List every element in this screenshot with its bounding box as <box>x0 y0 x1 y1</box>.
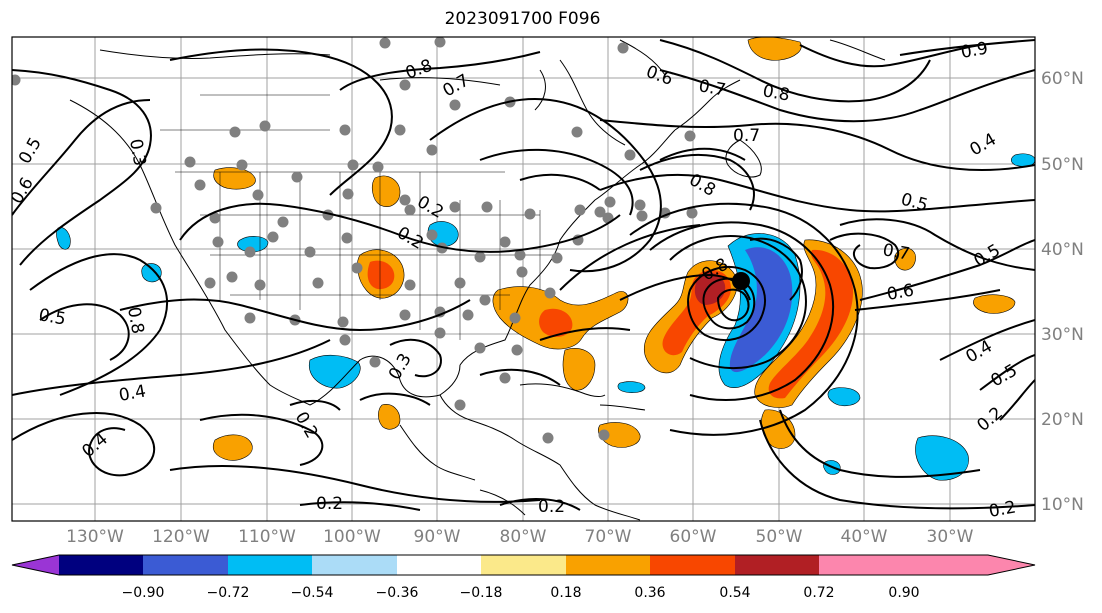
lon-label: 110°W <box>238 527 296 547</box>
colorbar-segment <box>650 555 735 575</box>
colorbar-segment <box>481 555 566 575</box>
storm-center-marker <box>732 272 750 290</box>
contour-label: 0.2 <box>987 498 1017 522</box>
colorbar-tick-label: −0.18 <box>460 585 503 601</box>
colorbar-segment <box>143 555 228 575</box>
colorbar-tick-label: 0.18 <box>550 585 581 601</box>
colorbar-segment <box>819 555 904 575</box>
contour-lines <box>12 39 1035 511</box>
contour-label: 0.7 <box>733 126 760 146</box>
storm-positive-east-core <box>768 249 854 399</box>
colorbar-segment <box>59 555 143 575</box>
map-frame <box>11 36 1036 522</box>
lon-label: 40°W <box>841 527 888 547</box>
storm-negative-core <box>729 247 793 373</box>
colorbar-tick-label: 0.54 <box>719 585 750 601</box>
contour-label: 0.5 <box>37 305 67 329</box>
contour-label: 0.3 <box>125 137 149 167</box>
lat-label: 50°N <box>1041 155 1084 175</box>
colorbar-tick-label: 0.36 <box>634 585 665 601</box>
colorbar-segment <box>904 555 1035 575</box>
contour-label: 0.7 <box>881 240 911 264</box>
contour-label: 0.9 <box>959 39 989 63</box>
colorbar-segment <box>12 555 59 575</box>
contour-label: 0.7 <box>697 76 727 100</box>
lat-label: 30°N <box>1041 325 1084 345</box>
contour-label: 0.8 <box>123 305 147 335</box>
colorbar-segment <box>566 555 650 575</box>
colorbar-tick-labels: −0.90 −0.72 −0.54 −0.36 −0.18 0.18 0.36 … <box>122 585 920 601</box>
lon-label: 50°W <box>756 527 803 547</box>
lon-axis-labels: 130°W 120°W 110°W 100°W 90°W 80°W 70°W 6… <box>66 527 974 547</box>
figure-title: 2023091700 F096 <box>444 9 601 29</box>
colorbar-segment <box>312 555 397 575</box>
lon-label: 60°W <box>670 527 717 547</box>
lon-label: 30°W <box>927 527 974 547</box>
colorbar-tick-label: −0.54 <box>291 585 334 601</box>
lon-label: 130°W <box>66 527 124 547</box>
coastlines <box>69 39 886 521</box>
lon-label: 80°W <box>500 527 547 547</box>
contour-label: 0.8 <box>761 81 791 105</box>
lat-label: 40°N <box>1041 240 1084 260</box>
contour-label: 0.4 <box>117 382 147 406</box>
contour-label: 0.6 <box>885 281 915 305</box>
colorbar-tick-label: 0.72 <box>803 585 834 601</box>
colorbar-tick-label: −0.36 <box>376 585 419 601</box>
lat-label: 20°N <box>1041 410 1084 430</box>
contour-label: 0.2 <box>316 494 343 514</box>
colorbar-tick-label: 0.90 <box>888 585 919 601</box>
state-borders <box>160 94 560 340</box>
colorbar-tick-label: −0.72 <box>207 585 250 601</box>
colorbar-tick-label: −0.90 <box>122 585 165 601</box>
lat-axis-labels: 60°N 50°N 40°N 30°N 20°N 10°N <box>1041 69 1084 515</box>
lat-label: 10°N <box>1041 495 1084 515</box>
lon-label: 90°W <box>414 527 461 547</box>
lat-label: 60°N <box>1041 69 1084 89</box>
colorbar-outline <box>11 554 1036 576</box>
colorbar-segment <box>228 555 312 575</box>
colorbar-segment <box>735 555 819 575</box>
lon-label: 70°W <box>585 527 632 547</box>
station-dots <box>12 37 698 444</box>
lon-label: 100°W <box>323 527 381 547</box>
contour-label: 0.2 <box>538 497 565 517</box>
colorbar-fills <box>12 555 1035 575</box>
lon-label: 120°W <box>152 527 210 547</box>
colorbar-segment <box>397 555 481 575</box>
